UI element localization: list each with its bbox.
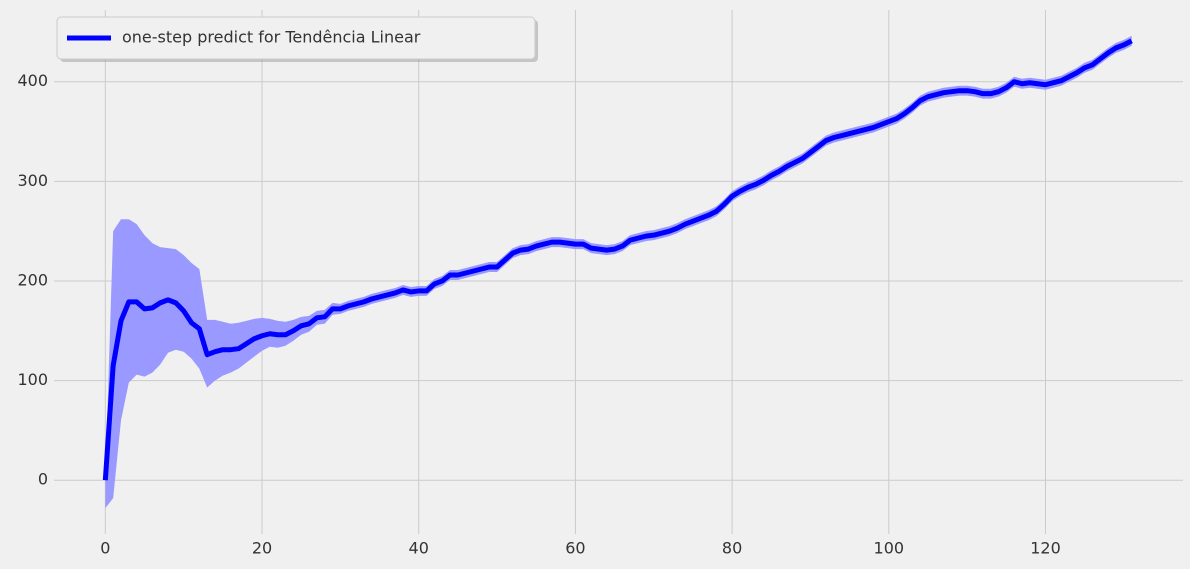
x-tick-label: 100: [874, 539, 905, 558]
plot: [102, 35, 1133, 509]
y-tick-label: 200: [17, 270, 48, 289]
legend: one-step predict for Tendência Linear: [56, 16, 538, 62]
legend-box: [56, 16, 536, 60]
series-line: [102, 38, 1133, 481]
y-tick-label: 0: [38, 470, 48, 489]
y-tick-label: 300: [17, 171, 48, 190]
x-tick-label: 60: [565, 539, 585, 558]
y-tick-label: 100: [17, 370, 48, 389]
y-tick-label: 400: [17, 71, 48, 90]
x-tick-label: 120: [1030, 539, 1061, 558]
x-tick-label: 80: [722, 539, 742, 558]
grid: 0 20 40 60 80 100 120 0 100 200 300 400: [17, 10, 1183, 558]
x-tick-label: 40: [409, 539, 429, 558]
legend-label: one-step predict for Tendência Linear: [122, 28, 421, 47]
x-tick-label: 0: [100, 539, 110, 558]
x-tick-label: 20: [252, 539, 272, 558]
